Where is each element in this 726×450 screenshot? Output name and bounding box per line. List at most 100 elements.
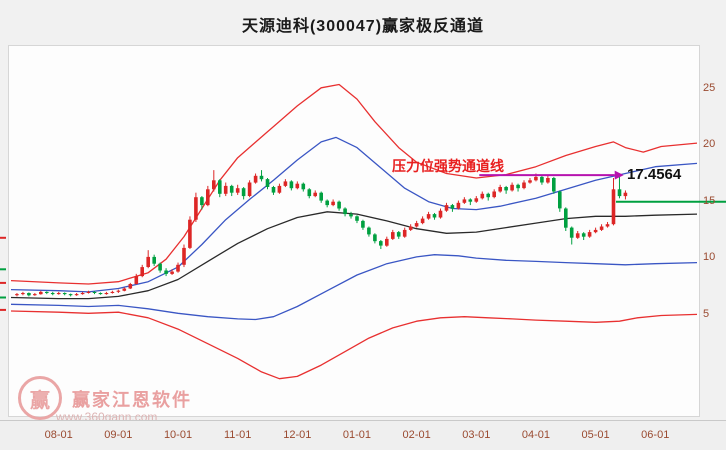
x-tick-label: 11-01: [224, 429, 252, 441]
x-tick-label: 09-01: [104, 429, 133, 441]
candle-up: [385, 238, 389, 246]
candle-down: [325, 200, 329, 206]
candle-down: [569, 227, 574, 238]
candle-down: [68, 294, 73, 296]
candle-down: [265, 179, 270, 187]
candle-down: [468, 199, 473, 202]
candle-up: [128, 284, 133, 289]
candle-up: [116, 290, 121, 292]
candle-up: [134, 276, 139, 284]
candle-down: [307, 189, 312, 197]
candle-up: [462, 199, 467, 203]
candle-down: [289, 181, 294, 189]
pressure-arrow-icon: [614, 170, 624, 180]
candle-up: [86, 291, 91, 293]
candle-up: [546, 178, 550, 183]
y-tick-label: 15: [703, 194, 716, 207]
candle-down: [271, 187, 276, 193]
candle-down: [319, 192, 323, 201]
x-tick-label: 10-01: [163, 429, 193, 441]
candle-down: [486, 193, 490, 198]
candle-up: [170, 271, 174, 274]
candle-down: [200, 197, 204, 206]
candle-up: [605, 224, 610, 227]
channel-line-inner-lower-blue: [10, 254, 698, 321]
x-tick-label: 12-01: [283, 429, 312, 441]
candle-down: [218, 180, 222, 194]
candle-down: [92, 291, 97, 293]
y-tick-label: 10: [703, 251, 716, 264]
candle-down: [164, 270, 168, 274]
x-tick-label: 02-01: [402, 429, 431, 441]
plot-area[interactable]: [8, 45, 700, 417]
candle-up: [21, 293, 25, 295]
candle-up: [247, 182, 252, 196]
x-tick-label: 05-01: [581, 429, 610, 441]
candle-up: [534, 176, 538, 181]
channel-line-inner-upper-blue: [10, 136, 698, 293]
channel-line-middle-black-lifeline: [10, 211, 698, 300]
candle-down: [367, 227, 371, 235]
candle-up: [623, 192, 628, 197]
y-tick-label: 5: [703, 307, 710, 320]
candle-down: [98, 293, 103, 295]
candle-up: [438, 210, 443, 218]
winner-gann-logo-icon: 赢: [18, 376, 62, 420]
candle-down: [617, 189, 622, 197]
candle-up: [498, 187, 502, 192]
candle-down: [361, 220, 365, 228]
candle-up: [74, 294, 79, 296]
candle-down: [432, 214, 437, 218]
channel-line-outer-lower-red: [10, 310, 698, 380]
candle-up: [480, 193, 485, 199]
candle-down: [27, 293, 31, 296]
candle-down: [581, 233, 586, 237]
x-tick-label: 01-01: [342, 429, 372, 441]
candle-up: [313, 192, 317, 197]
candle-up: [611, 189, 616, 225]
candle-up: [456, 202, 461, 209]
candle-up: [528, 180, 532, 183]
candle-up: [587, 232, 592, 237]
candle-up: [56, 293, 61, 295]
candle-down: [552, 178, 556, 192]
candle-down: [241, 188, 246, 197]
candle-down: [450, 205, 455, 209]
left-edge-tick: [0, 236, 6, 239]
candle-up: [223, 185, 228, 194]
left-edge-tick: [0, 268, 6, 271]
candle-up: [253, 175, 258, 183]
candle-up: [140, 267, 144, 277]
candle-up: [33, 294, 37, 296]
candle-up: [295, 183, 300, 189]
candle-up: [510, 184, 514, 191]
candle-up: [283, 181, 288, 186]
left-edge-tick: [0, 308, 6, 311]
candle-up: [110, 291, 115, 293]
pressure-value-label: 17.4564: [627, 166, 682, 183]
candle-up: [420, 218, 425, 224]
candle-down: [158, 263, 162, 271]
x-tick-label: 08-01: [44, 429, 73, 441]
candle-down: [152, 256, 156, 264]
candle-up: [593, 229, 598, 233]
y-tick-label: 25: [703, 82, 716, 95]
candle-down: [379, 241, 383, 246]
candle-up: [474, 198, 479, 202]
watermark-brand-text: 赢家江恩软件: [72, 390, 192, 410]
candle-down: [540, 176, 544, 183]
candle-up: [331, 201, 335, 206]
candle-down: [50, 293, 55, 295]
x-tick-label: 06-01: [641, 429, 670, 441]
y-tick-label: 20: [703, 138, 716, 151]
candle-down: [558, 191, 562, 209]
candle-down: [349, 214, 353, 217]
x-tick-label: 04-01: [521, 429, 550, 441]
candle-up: [122, 288, 127, 291]
candle-up: [39, 291, 43, 295]
candle-up: [206, 189, 210, 206]
candle-down: [564, 208, 568, 228]
candle-up: [235, 188, 240, 193]
